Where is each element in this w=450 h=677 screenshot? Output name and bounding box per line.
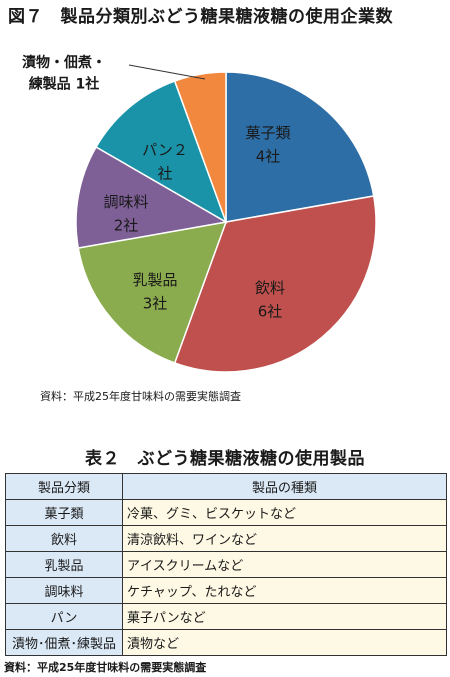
slice-label: 飲料 6社	[255, 279, 285, 320]
table-row: 調味料 ケチャップ、たれなど	[5, 577, 447, 604]
leader-line	[128, 64, 206, 80]
table-row: パン 菓子パンなど	[5, 603, 447, 630]
product-cell: ケチャップ、たれなど	[122, 577, 447, 604]
table-header-row: 製品分類 製品の種類	[5, 473, 447, 500]
slice-label: 調味料 2社	[103, 193, 148, 234]
table-row: 菓子類 冷菓、グミ、ビスケットなど	[5, 499, 447, 526]
category-cell: 漬物･佃煮･練製品	[5, 629, 123, 656]
pie-slice	[95, 80, 228, 224]
product-cell: 冷菓、グミ、ビスケットなど	[122, 499, 447, 526]
slice-label: 菓子類 4社	[245, 124, 290, 165]
table-source: 資料：平成25年度甘味料の需要実態調査	[4, 661, 207, 674]
category-cell: 乳製品	[5, 551, 123, 578]
slice-label: 乳製品 3社	[132, 271, 177, 312]
product-cell: 漬物など	[122, 629, 447, 656]
slice-label: 漬物・佃煮・練製品 1社	[22, 54, 106, 93]
pie-slice	[173, 71, 227, 223]
product-cell: 清涼飲料、ワインなど	[122, 525, 447, 552]
table-title: 表２ ぶどう糖果糖液糖の使用製品	[85, 449, 365, 469]
table-row: 飲料 清涼飲料、ワインなど	[5, 525, 447, 552]
category-cell: パン	[5, 603, 123, 630]
table-row: 漬物･佃煮･練製品 漬物など	[5, 629, 447, 656]
product-cell: アイスクリームなど	[122, 551, 447, 578]
table-row: 乳製品 アイスクリームなど	[5, 551, 447, 578]
pie-slice	[75, 145, 229, 249]
figure-source: 資料：平成25年度甘味料の需要実態調査	[40, 390, 241, 403]
figure-title: 図７ 製品分類別ぶどう糖果糖液糖の使用企業数	[8, 7, 393, 27]
pie-slice	[173, 195, 377, 373]
slice-label: パン２社	[142, 141, 188, 182]
product-cell: 菓子パンなど	[122, 603, 447, 630]
category-cell: 飲料	[5, 525, 123, 552]
header-product-type: 製品の種類	[122, 473, 447, 500]
category-cell: 菓子類	[5, 499, 123, 526]
pie-slice	[225, 71, 375, 223]
category-cell: 調味料	[5, 577, 123, 604]
pie-slice	[77, 221, 228, 364]
usage-table: 製品分類 製品の種類 菓子類 冷菓、グミ、ビスケットなど 飲料 清涼飲料、ワイン…	[5, 473, 447, 656]
header-category: 製品分類	[5, 473, 123, 500]
